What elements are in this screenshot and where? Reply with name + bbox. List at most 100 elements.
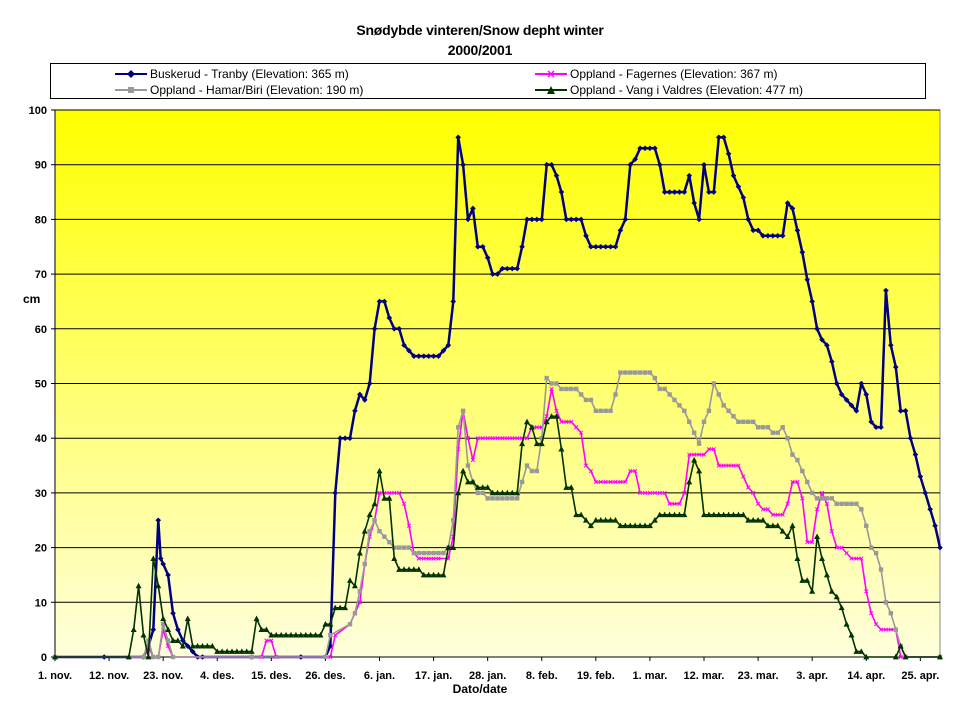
legend-label: Oppland - Fagernes (Elevation: 367 m) <box>570 67 778 81</box>
data-point <box>603 408 608 414</box>
data-point <box>706 189 712 195</box>
data-point <box>588 397 594 403</box>
data-point <box>642 145 648 152</box>
legend-marker-triangle-icon <box>535 86 567 94</box>
data-point <box>829 358 835 365</box>
data-point <box>716 392 721 397</box>
data-point <box>755 501 761 506</box>
data-point <box>671 511 678 518</box>
data-point <box>357 600 362 605</box>
data-point <box>775 430 780 435</box>
data-point <box>750 419 756 424</box>
data-point <box>435 353 442 359</box>
data-point <box>878 424 884 431</box>
data-point <box>691 430 697 435</box>
y-tick-label: 40 <box>35 433 47 445</box>
data-point <box>834 545 839 550</box>
data-point <box>848 631 855 638</box>
data-point <box>401 342 407 349</box>
data-point <box>135 582 142 589</box>
data-point <box>574 425 579 430</box>
data-point <box>838 604 845 611</box>
data-point <box>824 501 830 506</box>
data-point <box>745 216 752 223</box>
data-point <box>769 522 776 529</box>
data-point <box>451 518 456 523</box>
data-point <box>249 654 254 660</box>
data-point <box>735 183 742 190</box>
data-point <box>662 386 667 392</box>
data-point <box>578 430 584 435</box>
data-point <box>224 648 231 654</box>
data-point <box>642 490 648 496</box>
data-point <box>672 397 677 403</box>
data-point <box>647 370 653 375</box>
data-point <box>828 588 835 594</box>
data-point <box>397 490 402 496</box>
data-point <box>587 522 594 529</box>
series-group <box>52 134 943 660</box>
data-point <box>745 517 752 523</box>
data-point <box>780 425 785 430</box>
data-point <box>514 265 520 272</box>
data-point <box>558 445 565 452</box>
data-point <box>597 243 604 250</box>
data-point <box>160 561 166 567</box>
data-point <box>504 489 511 496</box>
data-point <box>878 567 884 572</box>
data-point <box>711 189 717 195</box>
data-point <box>661 511 668 518</box>
legend-label: Oppland - Vang i Valdres (Elevation: 477… <box>570 83 804 97</box>
data-point <box>720 511 727 518</box>
data-point <box>770 233 776 239</box>
data-point <box>430 353 437 359</box>
data-point <box>608 479 613 485</box>
data-point <box>656 161 663 168</box>
data-point <box>819 490 825 496</box>
data-point <box>440 571 447 578</box>
data-point <box>391 326 398 332</box>
data-point <box>834 501 839 507</box>
data-point <box>701 452 707 457</box>
data-point <box>519 479 525 485</box>
data-point <box>485 436 490 441</box>
legend-marker-square-icon <box>115 87 147 93</box>
data-point <box>519 243 525 250</box>
data-point <box>632 370 638 375</box>
data-point <box>618 370 623 375</box>
data-point <box>465 216 471 223</box>
data-point <box>509 489 516 496</box>
data-point <box>864 589 869 594</box>
data-point <box>268 631 275 638</box>
data-point <box>269 638 274 643</box>
data-point <box>770 512 775 517</box>
data-point <box>499 489 506 496</box>
data-point <box>278 631 285 638</box>
data-point <box>125 653 132 660</box>
data-point <box>927 506 933 513</box>
data-point <box>692 452 697 457</box>
data-point <box>465 463 471 468</box>
data-point <box>805 479 810 485</box>
data-point <box>800 468 805 474</box>
data-point <box>543 418 550 425</box>
data-point <box>455 489 462 496</box>
data-point <box>843 620 850 627</box>
data-point <box>790 479 795 485</box>
data-point <box>651 517 658 523</box>
data-point <box>322 620 329 627</box>
data-point <box>642 522 648 529</box>
data-point <box>691 456 698 463</box>
data-point <box>652 375 658 381</box>
data-point <box>544 375 549 381</box>
data-point <box>622 522 629 529</box>
data-point <box>671 189 678 195</box>
data-point <box>844 501 849 507</box>
data-point <box>214 648 221 654</box>
data-point <box>583 233 589 239</box>
data-point <box>263 626 270 633</box>
data-point <box>539 436 544 441</box>
data-point <box>864 523 869 528</box>
data-point <box>814 507 820 512</box>
data-point <box>583 517 589 523</box>
